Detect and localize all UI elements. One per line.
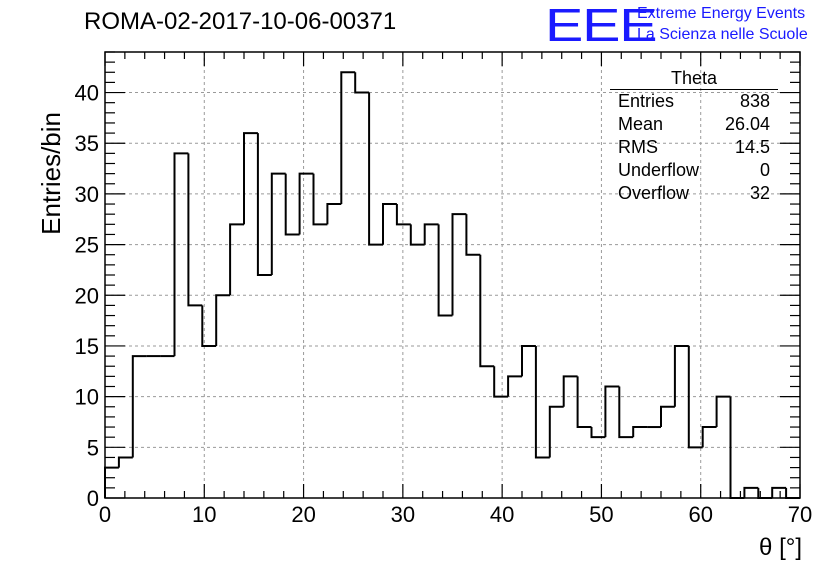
histogram-bin — [409, 224, 425, 246]
stats-value: 32 — [749, 183, 770, 203]
stats-title: Theta — [610, 68, 778, 90]
histogram-bin — [604, 385, 620, 438]
x-tick-label: 60 — [688, 502, 712, 527]
histogram-bin — [590, 427, 606, 439]
y-axis-label: Entries/bin — [36, 112, 66, 235]
logo-subtitle-line1: Extreme Energy Events — [637, 5, 806, 22]
x-tick-label: 30 — [391, 502, 415, 527]
y-tick-label: 25 — [75, 233, 99, 258]
stats-value: 14.5 — [734, 137, 770, 157]
histogram-bin — [660, 405, 675, 428]
histogram-bin — [131, 355, 147, 458]
x-tick-label: 20 — [291, 502, 315, 527]
stats-box: Theta Entries 838 Mean 26.04 RMS 14.5 Un… — [610, 68, 778, 205]
histogram-bin — [298, 172, 314, 235]
eee-logo: EEE — [545, 0, 658, 51]
histogram-bars — [104, 71, 800, 499]
histogram-bin — [618, 386, 634, 439]
histogram-bin — [687, 345, 703, 449]
histogram-bin — [354, 72, 370, 94]
histogram-bin — [326, 203, 342, 225]
histogram-bin — [368, 92, 383, 246]
histogram-bin — [104, 466, 119, 498]
axis-ticks — [104, 51, 801, 499]
x-tick-label: 50 — [589, 502, 613, 527]
x-tick-label: 0 — [99, 502, 111, 527]
y-tick-label: 40 — [75, 81, 99, 106]
histogram-bin — [284, 173, 300, 236]
histogram-bin — [715, 395, 731, 428]
histogram-bin — [423, 223, 439, 245]
x-axis-label: θ [°] — [759, 534, 802, 561]
stats-label: Underflow — [618, 160, 700, 180]
plot-frame — [104, 51, 801, 499]
stats-row-entries: Entries 838 — [610, 90, 778, 113]
histogram-bin — [340, 71, 356, 205]
histogram-bin — [479, 254, 495, 368]
histogram-bin — [701, 426, 717, 448]
stats-label: RMS — [618, 137, 658, 157]
chart-title: ROMA-02-2017-10-06-00371 — [84, 8, 397, 35]
histogram-bin — [229, 223, 244, 296]
stats-label: Mean — [618, 114, 664, 134]
histogram-bin — [215, 294, 231, 346]
histogram-bin — [243, 132, 258, 225]
histogram-bin — [465, 214, 481, 256]
stats-row-rms: RMS 14.5 — [610, 136, 778, 159]
histogram-bin — [270, 172, 286, 275]
stats-row-underflow: Underflow 0 — [610, 159, 778, 182]
histogram-bin — [312, 173, 328, 226]
stats-label: Entries — [618, 91, 675, 111]
histogram-bin — [507, 375, 522, 397]
stats-row-mean: Mean 26.04 — [610, 113, 778, 136]
histogram-bin — [187, 153, 203, 307]
y-tick-label: 15 — [75, 334, 99, 359]
x-tick-label: 40 — [490, 502, 514, 527]
stats-row-overflow: Overflow 32 — [610, 182, 778, 205]
histogram-bin — [382, 203, 397, 245]
histogram-bin — [521, 344, 536, 377]
y-tick-label: 35 — [75, 131, 99, 156]
x-tick-label: 70 — [788, 502, 812, 527]
histogram-bin — [256, 133, 272, 276]
histogram-bin — [173, 152, 189, 357]
histogram-bin — [548, 405, 564, 458]
y-tick-label: 10 — [75, 385, 99, 410]
stats-value: 838 — [739, 91, 770, 111]
histogram-bin — [117, 456, 133, 468]
histogram-bin — [493, 366, 509, 398]
histogram-bin — [534, 345, 550, 459]
stats-value: 26.04 — [724, 114, 770, 134]
y-tick-label: 30 — [75, 182, 99, 207]
histogram-bin — [201, 305, 217, 347]
histogram-bin — [785, 487, 800, 499]
tick-labels: 0 10 20 30 40 50 60 70 0 5 10 15 20 25 30 35 40 — [75, 81, 813, 527]
histogram-bin — [576, 376, 592, 429]
y-tick-label: 5 — [87, 435, 99, 460]
histogram-bin — [395, 204, 411, 226]
histogram-bin — [562, 375, 578, 407]
stats-label: Overflow — [618, 183, 690, 203]
histogram-bin — [437, 224, 453, 317]
histogram-bin — [673, 344, 689, 407]
x-tick-label: 10 — [192, 502, 216, 527]
histogram-bin — [743, 486, 759, 498]
y-tick-label: 20 — [75, 283, 99, 308]
stats-value: 0 — [759, 160, 770, 180]
histogram-bin — [451, 213, 467, 316]
logo-subtitle-line2: La Scienza nelle Scuole — [637, 26, 808, 43]
y-tick-label: 0 — [87, 486, 99, 511]
histogram-bin — [632, 426, 648, 438]
histogram-bin — [771, 486, 787, 498]
